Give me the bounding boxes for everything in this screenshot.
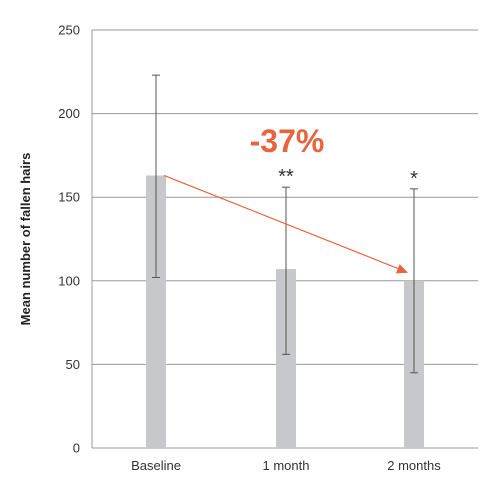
significance-markers: ** * bbox=[278, 166, 418, 190]
bar bbox=[276, 269, 296, 448]
y-axis-title: Mean number of fallen hairs bbox=[18, 153, 33, 326]
error-bars bbox=[152, 74, 418, 374]
x-axis-ticks: Baseline 1 month 2 months bbox=[131, 458, 441, 473]
y-tick-label: 200 bbox=[58, 106, 80, 121]
significance-marker: * bbox=[410, 168, 418, 190]
x-tick-label: 1 month bbox=[263, 458, 310, 473]
x-tick-label: Baseline bbox=[131, 458, 181, 473]
error-bar bbox=[410, 188, 418, 374]
arrow-head bbox=[395, 264, 408, 274]
x-tick-label: 2 months bbox=[387, 458, 441, 473]
arrow-line bbox=[163, 174, 401, 270]
y-tick-label: 100 bbox=[58, 273, 80, 288]
reduction-annotation: -37% bbox=[250, 123, 325, 159]
y-tick-label: 150 bbox=[58, 190, 80, 205]
bars bbox=[146, 175, 424, 449]
y-tick-label: 50 bbox=[66, 357, 80, 372]
error-bar bbox=[282, 186, 290, 355]
error-bar bbox=[152, 74, 160, 278]
y-tick-label: 0 bbox=[73, 441, 80, 456]
y-tick-label: 250 bbox=[58, 23, 80, 38]
y-axis-ticks: 0 50 100 150 200 250 bbox=[58, 23, 80, 456]
significance-marker: ** bbox=[278, 166, 294, 188]
bar bbox=[146, 175, 166, 449]
reduction-arrow bbox=[163, 174, 408, 274]
